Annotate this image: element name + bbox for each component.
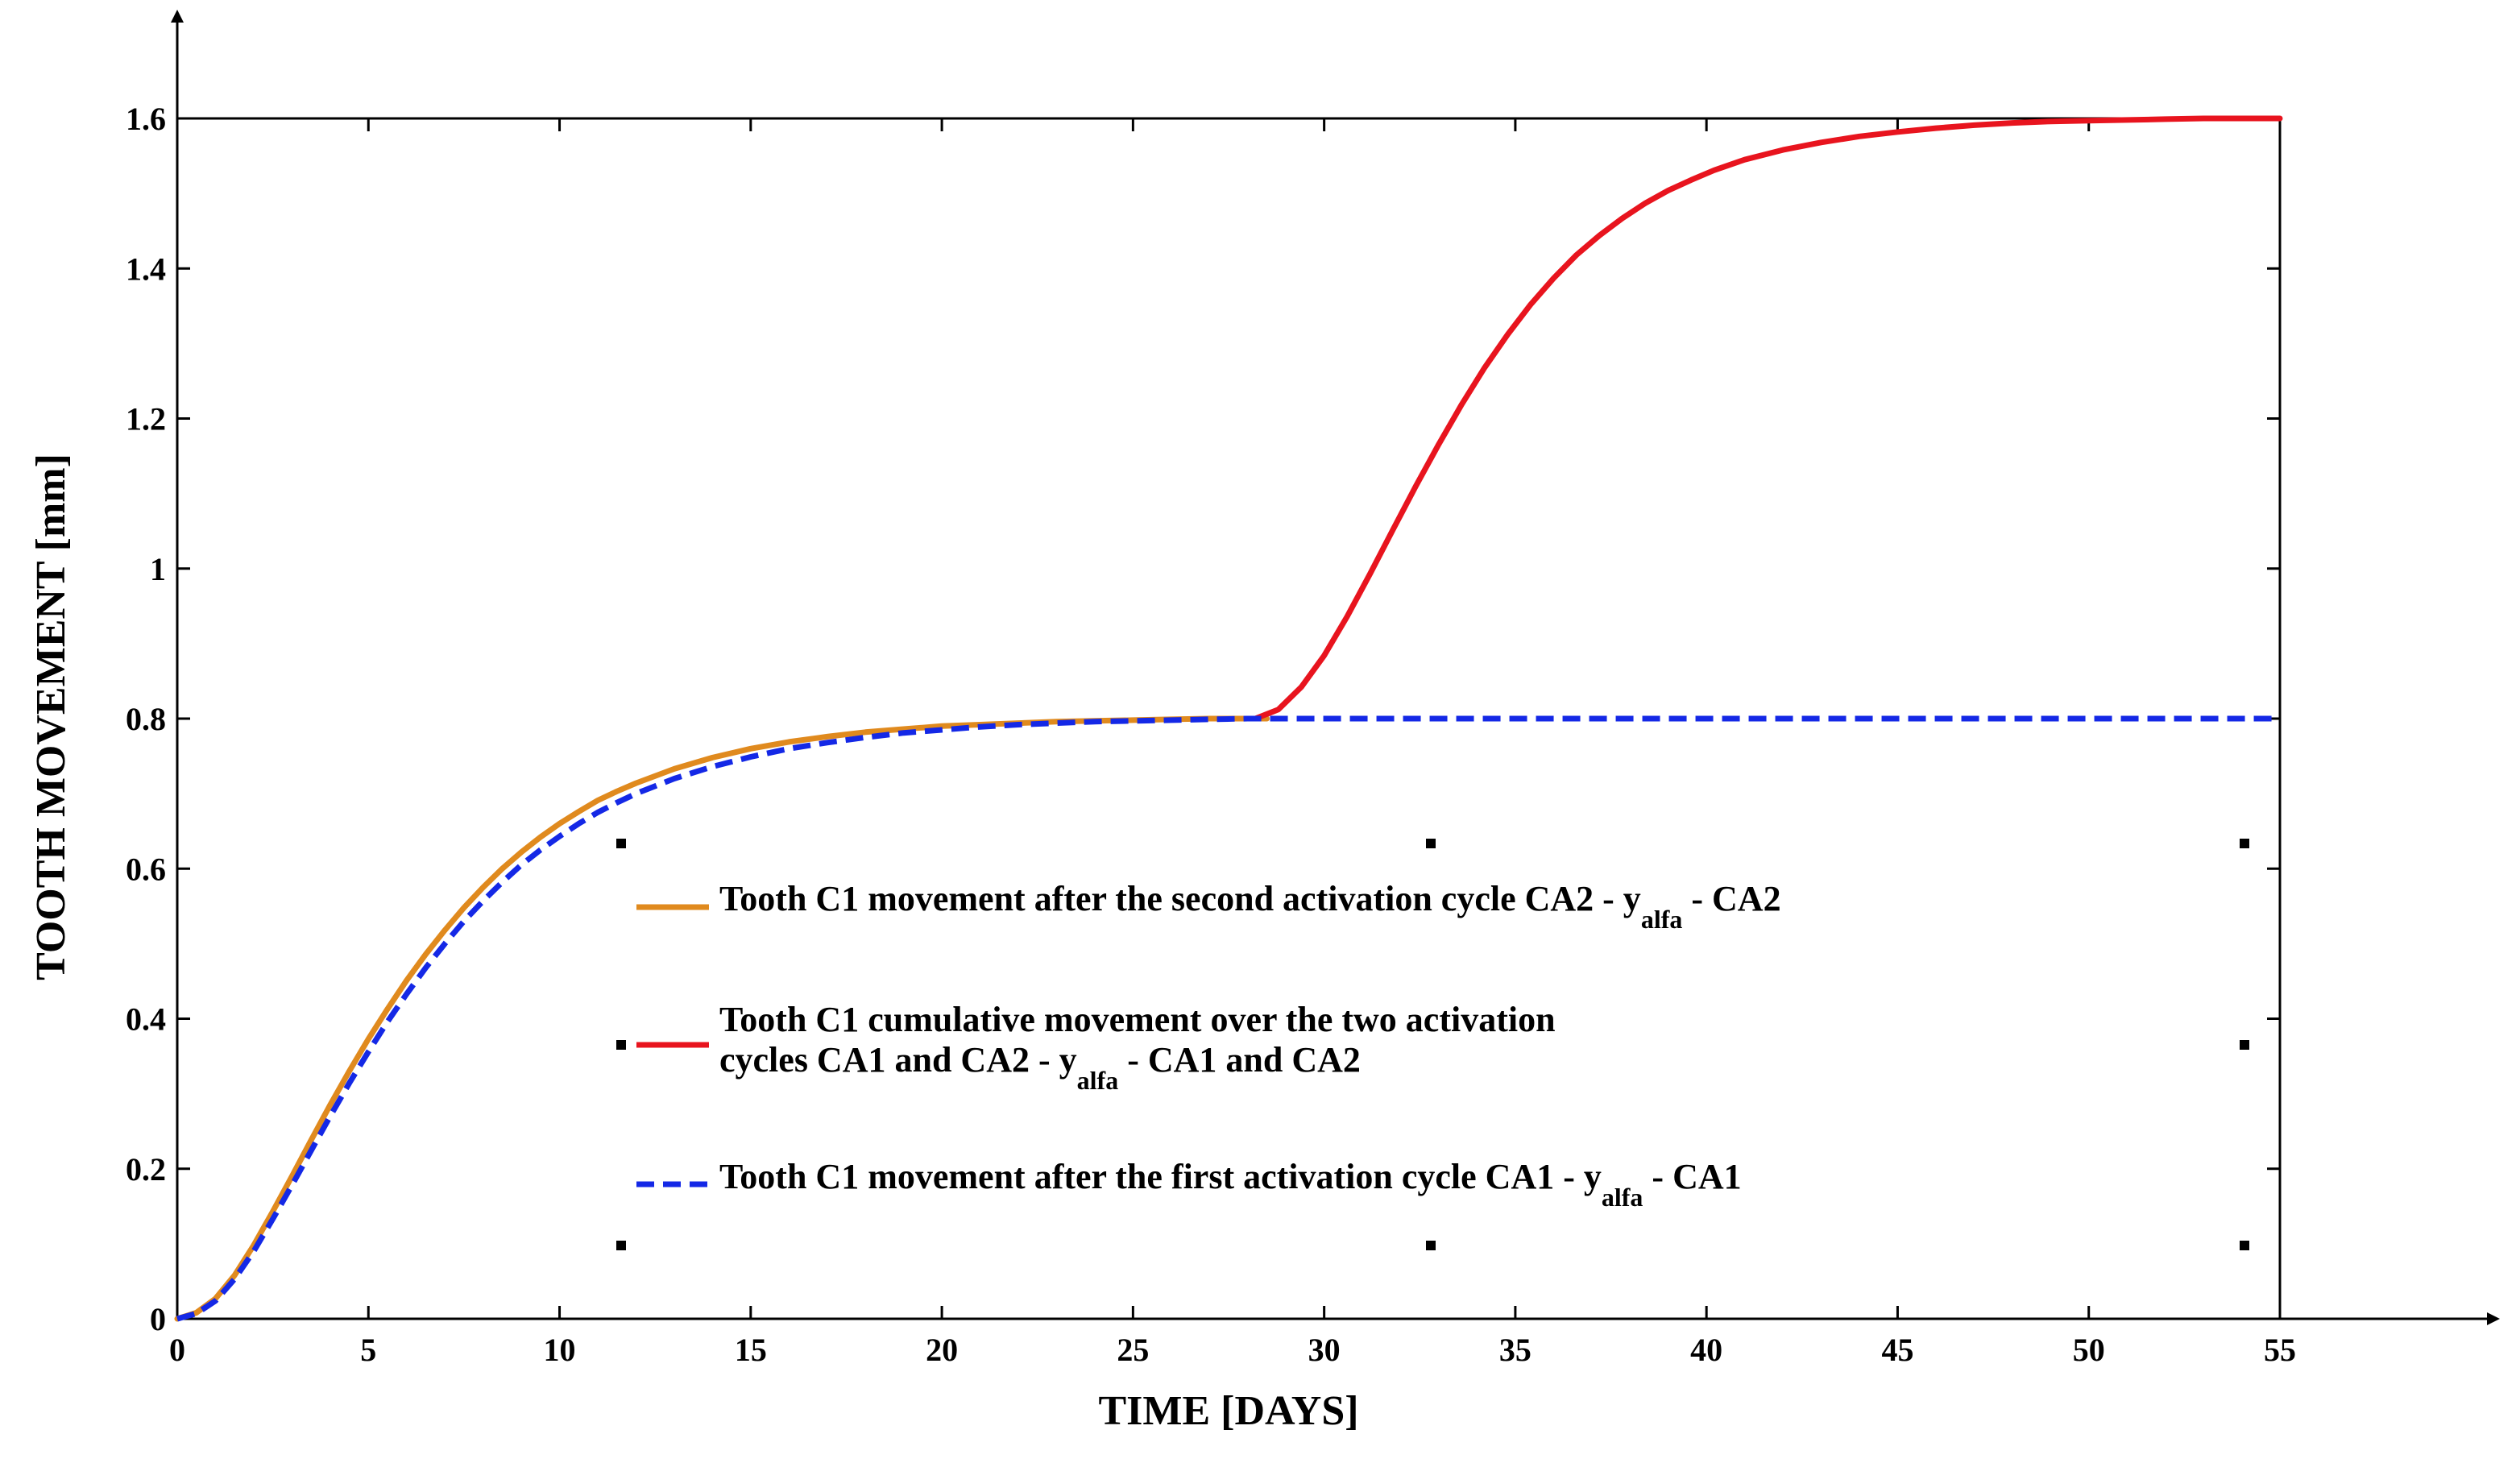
y-tick-label: 0.2 — [126, 1151, 166, 1187]
x-tick-label: 25 — [1117, 1332, 1149, 1368]
legend-label-cumulative-tail: - CA1 and CA2 — [1118, 1040, 1361, 1080]
legend-label-cumulative-sub: alfa — [1077, 1066, 1119, 1095]
y-tick-label: 0.6 — [126, 851, 166, 887]
series-line-cumulative — [1252, 115, 2283, 722]
y-tick-labels: 0 0.2 0.4 0.6 0.8 1 1.2 1.4 1.6 — [126, 101, 166, 1337]
x-tick-label: 10 — [544, 1332, 576, 1368]
y-tick-label: 1 — [150, 551, 166, 587]
legend-marker — [616, 1040, 626, 1050]
legend-marker — [1426, 839, 1436, 848]
legend-marker — [2240, 1040, 2249, 1050]
y-tick-label: 0 — [150, 1301, 166, 1337]
x-tick-label: 35 — [1499, 1332, 1531, 1368]
x-tick-labels: 0 5 10 15 20 25 30 35 40 45 50 55 — [169, 1332, 2296, 1368]
legend-label-ca2-tail: - CA2 — [1682, 879, 1780, 918]
legend-label-cumulative-line2: cycles CA1 and CA2 - yalfa - CA1 and CA2 — [719, 1040, 1361, 1095]
y-tick-label: 0.4 — [126, 1001, 166, 1038]
legend-label-ca2: Tooth C1 movement after the second activ… — [719, 879, 1781, 934]
x-tick-label: 5 — [360, 1332, 376, 1368]
x-tick-label: 20 — [926, 1332, 958, 1368]
x-tick-label: 0 — [169, 1332, 185, 1368]
legend-marker — [2240, 839, 2249, 848]
series-line-ca1 — [176, 715, 2280, 1322]
x-axis-title: TIME [DAYS] — [1098, 1388, 1358, 1434]
legend-label-cumulative-main: cycles CA1 and CA2 - y — [719, 1040, 1077, 1080]
legend-label-ca1-sub: alfa — [1602, 1183, 1643, 1212]
legend-marker — [616, 1241, 626, 1250]
series-lines — [174, 115, 2283, 1322]
legend-label-cumulative-line1: Tooth C1 cumulative movement over the tw… — [719, 1000, 1556, 1039]
x-tick-label: 30 — [1308, 1332, 1341, 1368]
x-tick-label: 40 — [1690, 1332, 1722, 1368]
legend-label-ca1-tail: - CA1 — [1643, 1157, 1741, 1196]
y-tick-label: 1.6 — [126, 101, 166, 137]
legend: Tooth C1 movement after the second activ… — [616, 839, 2249, 1250]
y-tick-label: 1.2 — [126, 401, 166, 437]
y-tick-label: 1.4 — [126, 251, 166, 287]
x-tick-label: 50 — [2073, 1332, 2105, 1368]
legend-marker — [616, 839, 626, 848]
x-tick-label: 55 — [2264, 1332, 2296, 1368]
x-tick-label: 45 — [1881, 1332, 1913, 1368]
legend-label-ca1-main: Tooth C1 movement after the first activa… — [719, 1157, 1602, 1196]
legend-marker — [1426, 1241, 1436, 1250]
x-tick-label: 15 — [735, 1332, 767, 1368]
legend-marker — [2240, 1241, 2249, 1250]
legend-label-ca2-sub: alfa — [1641, 905, 1683, 934]
legend-label-ca2-main: Tooth C1 movement after the second activ… — [719, 879, 1641, 918]
legend-label-ca1: Tooth C1 movement after the first activa… — [719, 1157, 1742, 1212]
y-axis-title: TOOTH MOVEMENT [mm] — [28, 454, 74, 980]
y-tick-label: 0.8 — [126, 701, 166, 737]
